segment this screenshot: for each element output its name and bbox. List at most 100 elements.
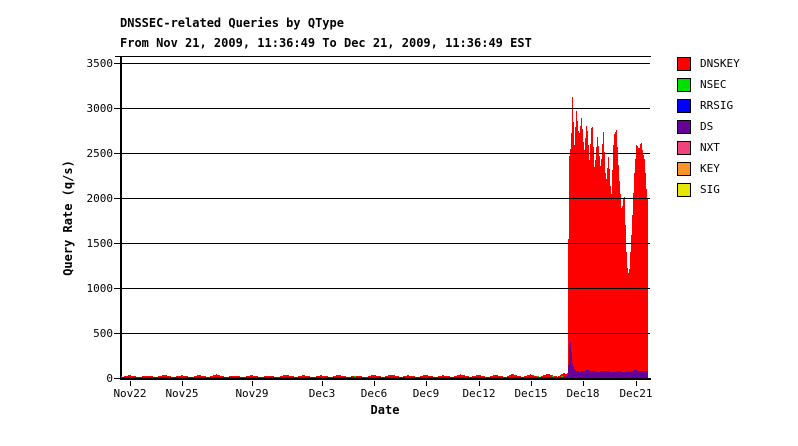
series-ds-column <box>145 377 146 378</box>
series-ds-column <box>434 377 435 378</box>
series-ds-column <box>622 372 623 378</box>
series-dnskey-column <box>546 374 547 378</box>
series-ds-column <box>167 377 168 378</box>
series-dnskey-column <box>584 150 585 378</box>
series-ds-column <box>135 377 136 378</box>
series-ds-column <box>443 377 444 378</box>
series-ds-column <box>178 377 179 378</box>
series-ds-column <box>372 377 373 378</box>
series-dnskey-column <box>586 126 587 378</box>
series-ds-column <box>507 377 508 378</box>
series-dnskey-column <box>427 375 428 378</box>
series-ds-column <box>236 377 237 378</box>
series-ds-column <box>160 377 161 378</box>
series-ds-column <box>123 377 124 378</box>
series-ds-column <box>231 377 232 378</box>
x-tick-label: Dec12 <box>462 387 496 400</box>
series-dnskey-column <box>250 375 251 378</box>
series-ds-column <box>496 377 497 378</box>
series-ds-column <box>632 371 633 378</box>
legend-label: DS <box>700 120 714 133</box>
x-tick-Dec3 <box>322 381 323 386</box>
x-tick-label: Dec6 <box>360 387 388 400</box>
series-ds-column <box>310 377 311 378</box>
y-tick-label: 1000 <box>86 282 114 295</box>
series-dnskey-column <box>593 147 594 378</box>
series-ds-column <box>260 377 261 378</box>
legend-label: SIG <box>700 183 720 196</box>
series-dnskey-column <box>614 134 615 378</box>
series-ds-column <box>475 377 476 378</box>
y-tick-3000 <box>114 108 120 109</box>
series-dnskey-column <box>516 375 517 378</box>
series-ds-column <box>349 377 350 378</box>
series-ds-column <box>330 377 331 378</box>
series-ds-column <box>541 377 542 378</box>
series-ds-column <box>560 377 561 378</box>
series-ds-column <box>384 377 385 378</box>
series-ds-column <box>639 371 640 378</box>
series-dnskey-column <box>634 173 635 378</box>
series-dnskey-column <box>337 375 338 378</box>
series-ds-column <box>303 377 304 378</box>
series-ds-column <box>366 377 367 378</box>
series-ds-column <box>271 377 272 378</box>
series-ds-column <box>192 377 193 378</box>
series-ds-column <box>408 377 409 378</box>
series-ds-column <box>205 377 206 378</box>
series-ds-column <box>313 377 314 378</box>
series-ds-column <box>327 377 328 378</box>
series-ds-column <box>152 377 153 378</box>
series-ds-column <box>542 377 543 378</box>
series-dnskey-column <box>321 375 322 378</box>
series-ds-column <box>314 377 315 378</box>
series-dnskey-column <box>479 375 480 378</box>
series-ds-column <box>462 377 463 378</box>
series-ds-column <box>614 372 615 378</box>
series-ds-column <box>486 377 487 378</box>
series-ds-column <box>510 377 511 378</box>
series-ds-column <box>402 377 403 378</box>
legend-swatch-nxt <box>677 140 691 155</box>
series-ds-column <box>155 377 156 378</box>
series-ds-column <box>570 342 571 378</box>
gridline-1500 <box>121 243 650 244</box>
series-dnskey-column <box>615 132 616 378</box>
series-dnskey-column <box>550 375 551 378</box>
series-ds-column <box>332 377 333 378</box>
series-dnskey-column <box>373 375 374 378</box>
series-dnskey-column <box>641 143 642 378</box>
series-ds-column <box>582 371 583 378</box>
series-ds-column <box>602 371 603 378</box>
series-ds-column <box>335 377 336 378</box>
series-dnskey-column <box>375 375 376 378</box>
x-axis-line <box>120 378 651 380</box>
series-ds-column <box>382 377 383 378</box>
series-ds-column <box>567 375 568 378</box>
series-ds-column <box>386 377 387 378</box>
series-dnskey-column <box>285 375 286 378</box>
series-ds-column <box>249 377 250 378</box>
series-dnskey-column <box>545 375 546 378</box>
series-ds-column <box>569 344 570 378</box>
series-dnskey-column <box>217 375 218 378</box>
series-ds-column <box>168 377 169 378</box>
series-ds-column <box>177 377 178 378</box>
series-dnskey-column <box>527 375 528 378</box>
series-dnskey-column <box>589 160 590 378</box>
series-ds-column <box>129 377 130 378</box>
series-dnskey-column <box>338 375 339 378</box>
series-ds-column <box>491 377 492 378</box>
series-ds-column <box>363 377 364 378</box>
series-ds-column <box>364 377 365 378</box>
series-ds-column <box>360 377 361 378</box>
series-dnskey-column <box>340 375 341 378</box>
series-ds-column <box>148 377 149 378</box>
series-ds-column <box>126 377 127 378</box>
series-ds-column <box>336 377 337 378</box>
series-ds-column <box>139 377 140 378</box>
series-ds-column <box>627 372 628 378</box>
series-ds-column <box>319 377 320 378</box>
series-ds-column <box>245 377 246 378</box>
series-ds-column <box>482 377 483 378</box>
